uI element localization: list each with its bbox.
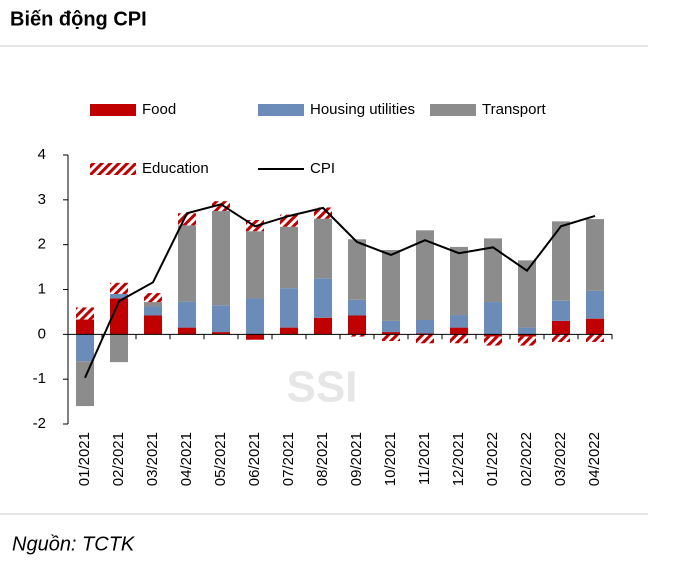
bar-segment <box>382 332 400 335</box>
bar-segment <box>76 319 94 335</box>
x-tick-label: 12/2021 <box>450 432 467 486</box>
bar-segment <box>76 361 94 407</box>
bar-segment <box>348 239 366 300</box>
y-tick-label: 2 <box>38 236 46 253</box>
bar-segment <box>212 332 230 335</box>
bar-segment <box>144 302 162 307</box>
bar-segment <box>450 246 468 316</box>
bar-segment <box>552 221 570 301</box>
legend-swatch <box>90 104 136 116</box>
x-tick-label: 02/2021 <box>110 432 127 486</box>
bar-segment <box>76 307 94 320</box>
x-tick-label: 07/2021 <box>280 432 297 486</box>
bar-segment <box>518 327 536 335</box>
legend-swatch <box>258 104 304 116</box>
bar-segment <box>212 211 230 306</box>
bar-segment <box>586 219 604 291</box>
bar-segment <box>144 293 162 303</box>
y-tick-label: 3 <box>38 191 46 208</box>
x-tick-label: 08/2021 <box>314 432 331 486</box>
bar-segment <box>348 334 366 337</box>
bar-segment <box>314 278 332 318</box>
bar-segment <box>416 334 434 344</box>
bar-segment <box>212 305 230 333</box>
bar-segment <box>586 318 604 335</box>
x-tick-label: 11/2021 <box>416 432 433 485</box>
y-tick-label: 1 <box>38 280 46 297</box>
bar-segment <box>144 315 162 335</box>
x-tick-label: 03/2021 <box>144 432 161 486</box>
bar-segment <box>382 250 400 321</box>
x-tick-label: 05/2021 <box>212 432 229 486</box>
cpi-line <box>84 203 596 379</box>
source: Nguồn: TCTK <box>12 533 136 555</box>
bar-segment <box>518 336 536 346</box>
bar-segment <box>348 299 366 316</box>
bar-segment <box>314 218 332 279</box>
legend-label: CPI <box>310 160 335 177</box>
legend-label: Food <box>142 101 176 118</box>
bar-segment <box>348 315 366 335</box>
bar-segment <box>110 293 128 299</box>
bar-segment <box>178 301 196 328</box>
bar-segment <box>144 306 162 316</box>
bar-segment <box>450 334 468 344</box>
x-tick-label: 01/2021 <box>76 432 93 486</box>
bar-segment <box>314 207 332 219</box>
bar-segment <box>280 288 298 328</box>
bar-segment <box>484 302 502 335</box>
bar-segment <box>586 334 604 342</box>
bar-segment <box>178 225 196 302</box>
bar-segment <box>450 315 468 328</box>
x-tick-label: 02/2022 <box>518 432 535 486</box>
bar-segment <box>110 298 128 335</box>
y-tick-label: -2 <box>33 415 46 432</box>
bar-segment <box>586 290 604 319</box>
bar-segment <box>246 231 264 299</box>
watermark: SSI <box>287 363 358 412</box>
bar-segment <box>552 320 570 335</box>
bar-segment <box>212 201 230 212</box>
legend-label: Housing utilities <box>310 101 415 118</box>
bar-segment <box>246 298 264 335</box>
bar-segment <box>246 334 264 340</box>
bar-segment <box>416 230 434 320</box>
bar-segment <box>178 327 196 335</box>
chart-title: Biến động CPI <box>10 8 147 30</box>
bar-segment <box>416 319 434 334</box>
x-tick-label: 06/2021 <box>246 432 263 486</box>
bar-segment <box>280 226 298 289</box>
bar-segment <box>518 334 536 337</box>
bar-segment <box>280 327 298 335</box>
bar-segment <box>382 334 400 342</box>
x-tick-label: 04/2021 <box>178 432 195 486</box>
bar-segment <box>314 317 332 335</box>
bar-segment <box>110 334 128 363</box>
legend-swatch <box>90 163 136 175</box>
bar-segment <box>484 238 502 303</box>
x-tick-label: 09/2021 <box>348 432 365 486</box>
bar-segment <box>76 334 94 362</box>
bar-segment <box>518 260 536 328</box>
bar-segment <box>552 300 570 321</box>
bar-segment <box>484 334 502 337</box>
x-tick-label: 01/2022 <box>484 432 501 486</box>
bar-segment <box>552 334 570 342</box>
legend-swatch <box>430 104 476 116</box>
y-tick-label: -1 <box>33 370 46 387</box>
x-tick-label: 04/2022 <box>586 432 603 486</box>
bar-segment <box>110 282 128 294</box>
legend-label: Education <box>142 160 209 177</box>
legend-label: Transport <box>482 101 546 118</box>
bar-segment <box>484 336 502 346</box>
x-tick-label: 10/2021 <box>382 432 399 486</box>
bar-segment <box>450 327 468 335</box>
bar-segment <box>382 320 400 333</box>
x-tick-label: 03/2022 <box>552 432 569 486</box>
y-tick-label: 0 <box>38 325 46 342</box>
y-tick-label: 4 <box>38 146 46 163</box>
